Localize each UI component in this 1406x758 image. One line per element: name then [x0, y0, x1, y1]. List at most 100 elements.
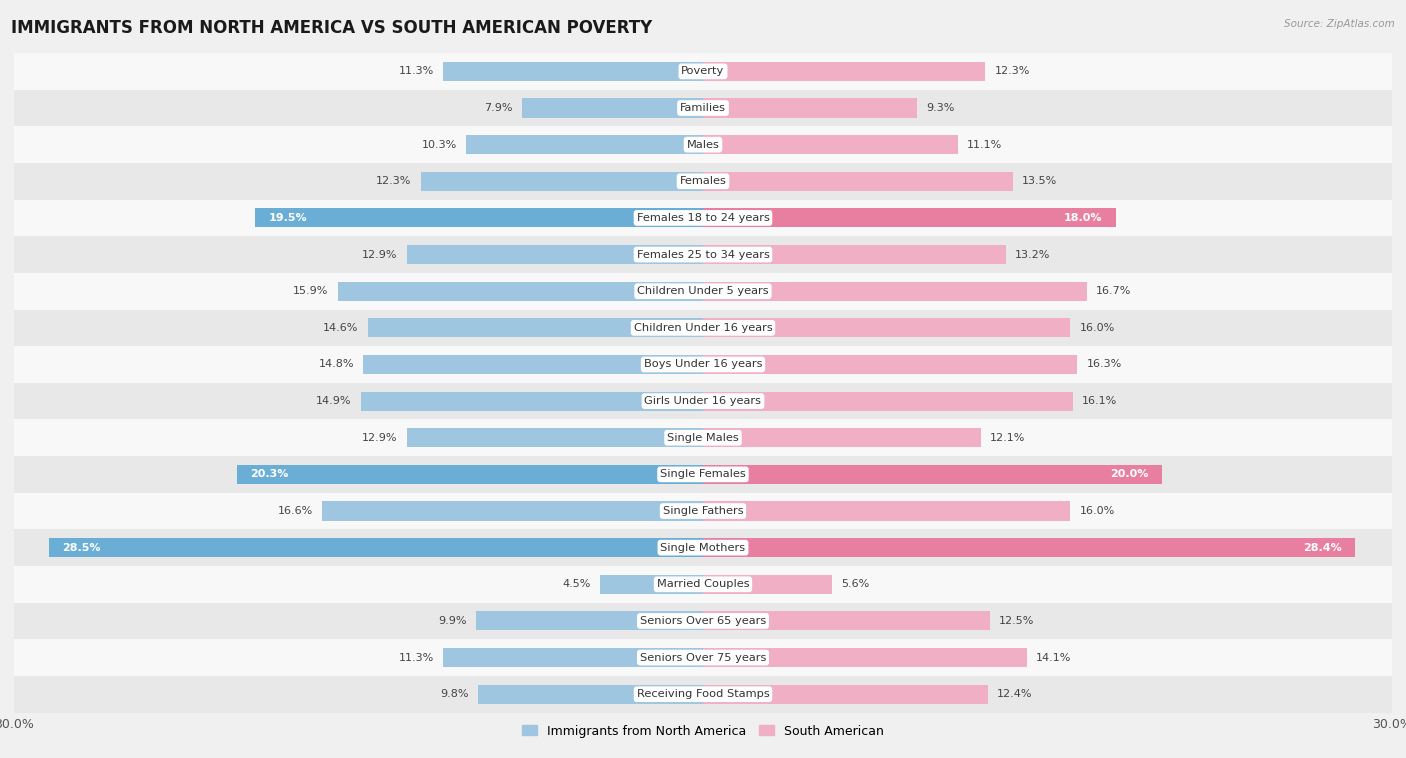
Bar — [599, 575, 703, 594]
Bar — [406, 245, 703, 264]
Bar — [703, 538, 1355, 557]
Bar — [478, 684, 703, 703]
Text: 7.9%: 7.9% — [484, 103, 512, 113]
Bar — [406, 428, 703, 447]
Text: Males: Males — [686, 139, 720, 149]
Bar — [703, 575, 831, 594]
Bar — [420, 172, 703, 191]
Bar — [14, 127, 1392, 163]
Text: 16.0%: 16.0% — [1080, 506, 1115, 516]
Text: IMMIGRANTS FROM NORTH AMERICA VS SOUTH AMERICAN POVERTY: IMMIGRANTS FROM NORTH AMERICA VS SOUTH A… — [11, 19, 652, 37]
Bar — [48, 538, 703, 557]
Bar — [337, 282, 703, 301]
Text: Females 18 to 24 years: Females 18 to 24 years — [637, 213, 769, 223]
Bar — [14, 419, 1392, 456]
Bar — [703, 648, 1026, 667]
Bar — [363, 355, 703, 374]
Text: Receiving Food Stamps: Receiving Food Stamps — [637, 689, 769, 699]
Text: 18.0%: 18.0% — [1064, 213, 1102, 223]
Text: 28.5%: 28.5% — [62, 543, 101, 553]
Text: Single Mothers: Single Mothers — [661, 543, 745, 553]
Text: 12.1%: 12.1% — [990, 433, 1025, 443]
Bar — [14, 529, 1392, 566]
Text: 14.6%: 14.6% — [323, 323, 359, 333]
Bar — [703, 99, 917, 117]
Bar — [14, 346, 1392, 383]
Bar — [703, 465, 1163, 484]
Text: Single Males: Single Males — [666, 433, 740, 443]
Text: 5.6%: 5.6% — [841, 579, 869, 589]
Text: 12.9%: 12.9% — [363, 249, 398, 259]
Bar — [14, 493, 1392, 529]
Bar — [703, 282, 1087, 301]
Bar — [256, 208, 703, 227]
Bar — [703, 355, 1077, 374]
Text: 11.3%: 11.3% — [399, 67, 434, 77]
Text: 13.5%: 13.5% — [1022, 177, 1057, 186]
Bar — [703, 428, 981, 447]
Bar — [703, 318, 1070, 337]
Text: 28.4%: 28.4% — [1303, 543, 1341, 553]
Text: 14.1%: 14.1% — [1036, 653, 1071, 662]
Legend: Immigrants from North America, South American: Immigrants from North America, South Ame… — [517, 719, 889, 743]
Bar — [14, 273, 1392, 309]
Bar — [322, 502, 703, 521]
Text: 16.3%: 16.3% — [1087, 359, 1122, 369]
Bar — [475, 612, 703, 631]
Text: 12.4%: 12.4% — [997, 689, 1032, 699]
Text: 10.3%: 10.3% — [422, 139, 457, 149]
Text: Families: Families — [681, 103, 725, 113]
Bar — [703, 612, 990, 631]
Text: 4.5%: 4.5% — [562, 579, 591, 589]
Text: 13.2%: 13.2% — [1015, 249, 1050, 259]
Text: 9.3%: 9.3% — [925, 103, 955, 113]
Bar — [703, 135, 957, 154]
Bar — [467, 135, 703, 154]
Bar — [14, 383, 1392, 419]
Bar — [14, 199, 1392, 236]
Bar — [14, 456, 1392, 493]
Text: 9.9%: 9.9% — [437, 616, 467, 626]
Text: Children Under 5 years: Children Under 5 years — [637, 287, 769, 296]
Text: Seniors Over 75 years: Seniors Over 75 years — [640, 653, 766, 662]
Text: Children Under 16 years: Children Under 16 years — [634, 323, 772, 333]
Bar — [14, 566, 1392, 603]
Text: 12.3%: 12.3% — [994, 67, 1031, 77]
Bar — [703, 245, 1007, 264]
Text: 12.5%: 12.5% — [1000, 616, 1035, 626]
Text: 9.8%: 9.8% — [440, 689, 468, 699]
Bar — [14, 236, 1392, 273]
Text: Single Fathers: Single Fathers — [662, 506, 744, 516]
Bar — [368, 318, 703, 337]
Bar — [14, 639, 1392, 676]
Bar — [703, 684, 988, 703]
Text: 14.8%: 14.8% — [318, 359, 354, 369]
Text: Married Couples: Married Couples — [657, 579, 749, 589]
Text: Females: Females — [679, 177, 727, 186]
Text: Girls Under 16 years: Girls Under 16 years — [644, 396, 762, 406]
Text: 16.7%: 16.7% — [1095, 287, 1130, 296]
Text: 20.0%: 20.0% — [1111, 469, 1149, 479]
Bar — [14, 676, 1392, 713]
Text: Source: ZipAtlas.com: Source: ZipAtlas.com — [1284, 19, 1395, 29]
Text: Seniors Over 65 years: Seniors Over 65 years — [640, 616, 766, 626]
Bar — [703, 502, 1070, 521]
Text: 16.6%: 16.6% — [277, 506, 312, 516]
Text: 15.9%: 15.9% — [294, 287, 329, 296]
Bar — [703, 172, 1012, 191]
Bar — [14, 89, 1392, 127]
Text: 16.0%: 16.0% — [1080, 323, 1115, 333]
Text: Single Females: Single Females — [661, 469, 745, 479]
Text: 16.1%: 16.1% — [1083, 396, 1118, 406]
Text: 20.3%: 20.3% — [250, 469, 290, 479]
Bar — [14, 163, 1392, 199]
Bar — [14, 309, 1392, 346]
Bar — [703, 62, 986, 81]
Bar — [236, 465, 703, 484]
Text: 11.1%: 11.1% — [967, 139, 1002, 149]
Text: Boys Under 16 years: Boys Under 16 years — [644, 359, 762, 369]
Text: 11.3%: 11.3% — [399, 653, 434, 662]
Bar — [443, 648, 703, 667]
Text: Poverty: Poverty — [682, 67, 724, 77]
Bar — [522, 99, 703, 117]
